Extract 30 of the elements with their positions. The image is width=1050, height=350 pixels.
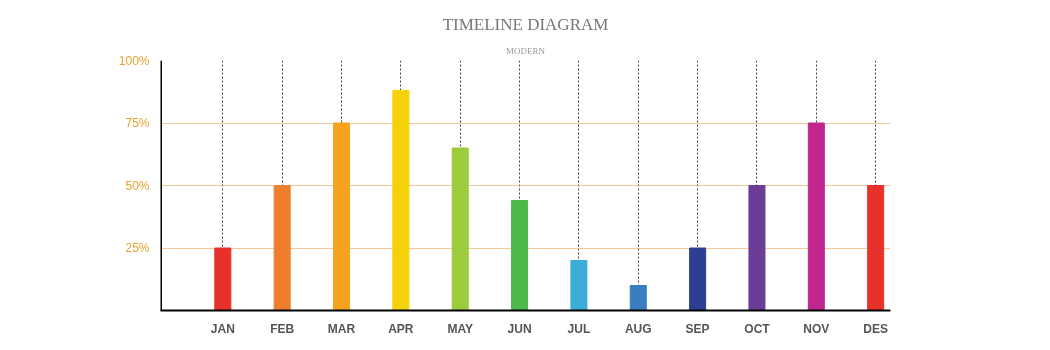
x-tick-label: AUG [624,321,652,336]
bar [214,247,232,311]
bar [451,147,469,311]
bar [273,185,291,311]
x-tick-label: SEP [685,321,710,336]
x-tick-label: FEB [270,321,295,336]
y-tick-label: 25% [125,241,150,255]
bar [689,247,707,311]
chart-title: TIMELINE DIAGRAM [442,14,609,34]
chart-subtitle: MODERN [506,45,546,56]
y-tick-label: 50% [125,178,150,193]
bar [748,185,766,311]
bar [867,185,885,311]
y-tick-label: 100% [118,53,150,68]
bar [570,260,588,311]
bar [333,122,351,311]
x-tick-label: APR [388,321,414,336]
x-tick-label: OCT [744,321,771,336]
x-tick-label: MAR [327,321,356,336]
bar [807,122,825,311]
x-tick-label: JUL [567,321,591,336]
x-tick-label: MAY [447,321,474,336]
x-tick-label: DES [863,321,889,336]
bar [629,285,647,311]
y-tick-label: 75% [125,116,150,130]
x-tick-label: JAN [210,321,235,336]
x-tick-label: NOV [803,321,830,336]
x-tick-label: JUN [507,321,532,336]
bar [511,200,529,311]
bar [392,90,410,311]
